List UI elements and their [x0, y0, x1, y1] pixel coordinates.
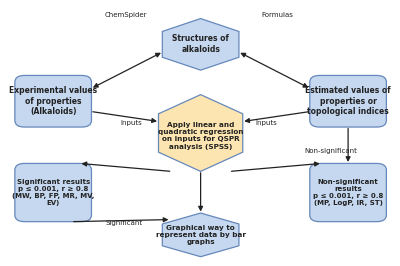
FancyBboxPatch shape [310, 76, 386, 127]
Text: Non-significant: Non-significant [304, 148, 357, 154]
FancyBboxPatch shape [15, 76, 92, 127]
Text: Experimental values
of properties
(Alkaloids): Experimental values of properties (Alkal… [9, 86, 97, 117]
Text: Significant: Significant [106, 220, 142, 226]
Polygon shape [162, 213, 239, 257]
Text: Inputs: Inputs [256, 120, 277, 126]
Text: Structures of
alkaloids: Structures of alkaloids [172, 35, 229, 54]
FancyBboxPatch shape [15, 163, 92, 222]
Text: Non-significant
results
p ≤ 0.001, r ≥ 0.8
(MP, LogP, IR, ST): Non-significant results p ≤ 0.001, r ≥ 0… [313, 179, 383, 206]
Text: Apply linear and
quadratic regression
on inputs for QSPR
analysis (SPSS): Apply linear and quadratic regression on… [158, 122, 243, 149]
Text: ChemSpider: ChemSpider [105, 12, 147, 18]
FancyBboxPatch shape [310, 163, 386, 222]
Text: Inputs: Inputs [121, 120, 142, 126]
Text: Significant results
p ≤ 0.001, r ≥ 0.8
(MW, BP, FP, MR, MV,
EV): Significant results p ≤ 0.001, r ≥ 0.8 (… [12, 179, 94, 206]
Text: Graphical way to
represent data by bar
graphs: Graphical way to represent data by bar g… [156, 225, 246, 245]
Polygon shape [162, 19, 239, 70]
Text: Estimated values of
properties or
topological indices: Estimated values of properties or topolo… [305, 86, 391, 117]
Text: Formulas: Formulas [261, 12, 293, 18]
Polygon shape [158, 95, 243, 171]
